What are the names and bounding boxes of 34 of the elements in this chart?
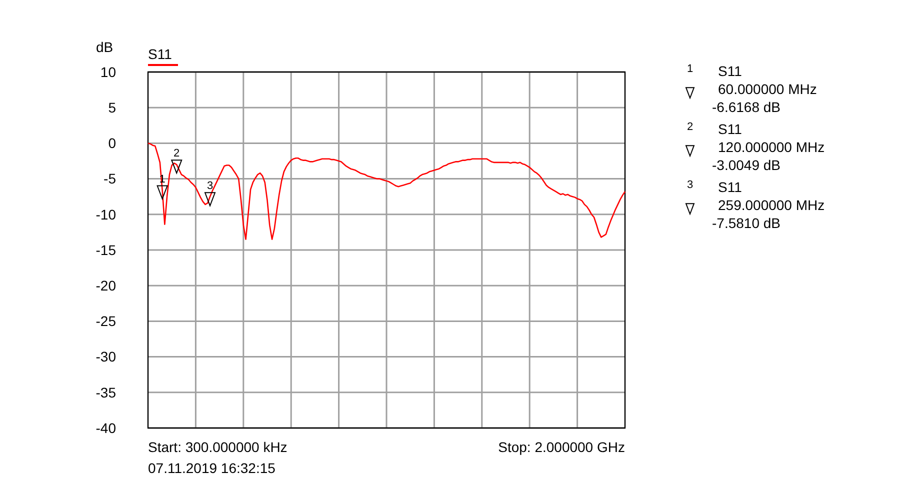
y-tick-label: -5: [104, 170, 116, 187]
text: 259.000000 MHz: [718, 197, 825, 213]
text: -3.0049 dB: [712, 157, 780, 173]
text: S11: [148, 46, 172, 62]
line-series: [147, 142, 626, 240]
y-tick-label: -10: [96, 206, 116, 222]
text: 120.000000 MHz: [718, 139, 825, 155]
y-tick-label: 0: [108, 135, 116, 152]
y-tick-label: 5: [108, 100, 116, 116]
annotation: 2: [174, 148, 180, 160]
y-tick-label: -20: [96, 278, 116, 294]
text: S11: [718, 63, 742, 79]
y-tick-label: 10: [100, 64, 116, 80]
text: -6.6168 dB: [712, 99, 780, 115]
text: 3: [686, 179, 694, 191]
point: [156, 185, 168, 200]
y-tick-label: -35: [96, 384, 116, 400]
text: Stop: 2.000000 GHz: [498, 439, 625, 455]
text: S11: [718, 121, 742, 137]
text: S11: [718, 179, 742, 195]
y-axis-title: dB: [96, 39, 114, 55]
y-tick-label: -40: [96, 420, 116, 436]
text: -7.5810 dB: [712, 215, 780, 231]
text: Start: 300.000000 kHz: [148, 439, 288, 455]
point: [204, 192, 216, 206]
text: 2: [686, 121, 694, 133]
text: 07.11.2019 16:32:15: [148, 460, 276, 476]
y-tick-label: -15: [96, 242, 116, 258]
text: 60.000000 MHz: [718, 81, 817, 97]
point: [171, 160, 182, 174]
y-tick-label: -25: [96, 313, 116, 330]
y-tick-label: -30: [96, 348, 116, 365]
text: 1: [686, 63, 694, 75]
annotation: 3: [206, 180, 214, 192]
